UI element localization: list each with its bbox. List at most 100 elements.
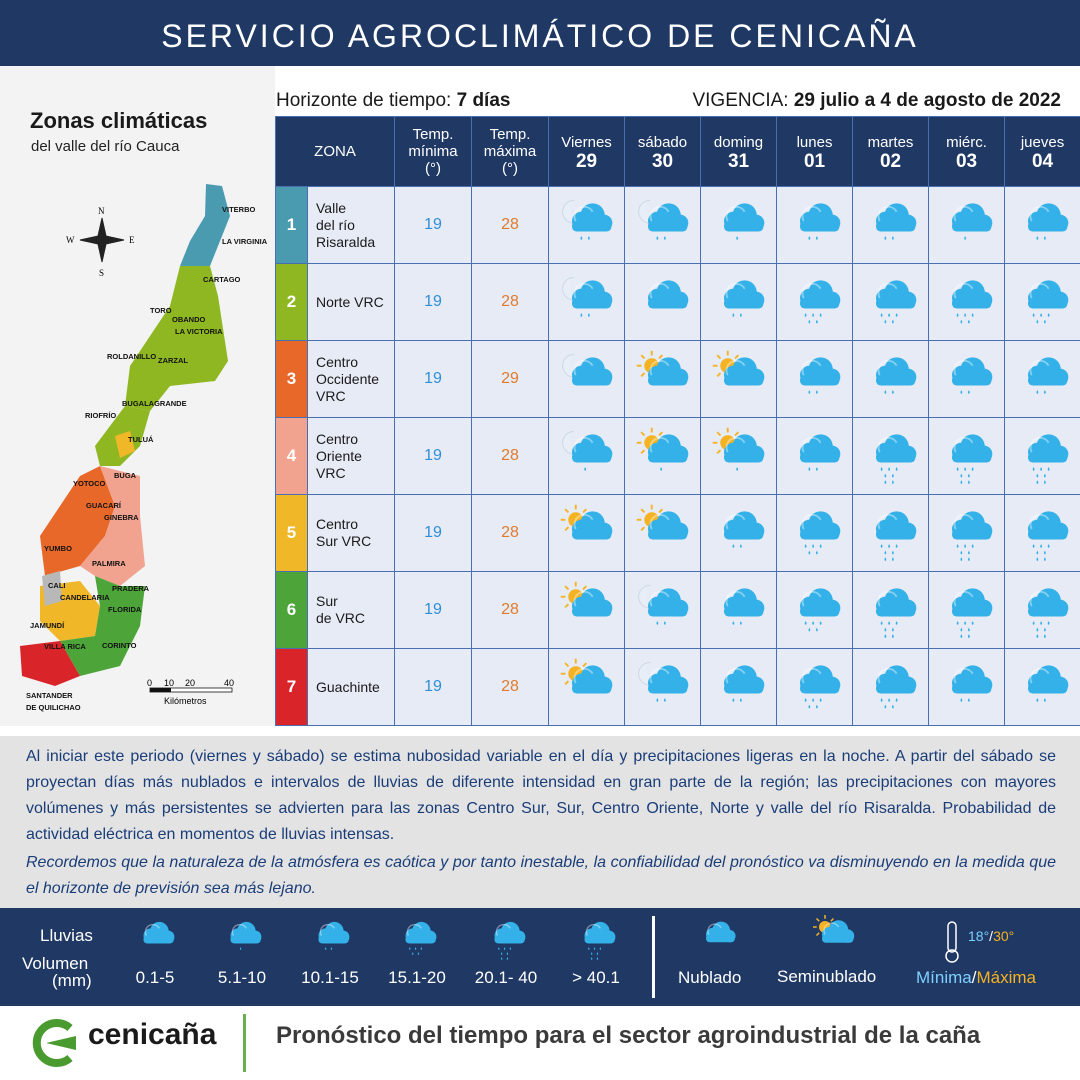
weather-icon xyxy=(723,279,764,317)
forecast-cell xyxy=(776,494,854,572)
town-label: TULUÁ xyxy=(128,435,154,444)
compass-n: N xyxy=(98,206,105,216)
scale-tick: 20 xyxy=(185,678,195,688)
zone-number: 2 xyxy=(275,263,308,341)
weather-icon xyxy=(647,279,688,308)
forecast-cell xyxy=(852,648,930,726)
map-subtitle: del valle del río Cauca xyxy=(31,138,180,155)
forecast-cell xyxy=(1004,263,1080,341)
weather-icon xyxy=(636,427,688,471)
town-label: PRADERA xyxy=(112,584,150,593)
description-main: Al iniciar este periodo (viernes y sábad… xyxy=(26,748,1056,843)
temp-max: 28 xyxy=(471,186,550,264)
rain-level-icon xyxy=(318,921,350,950)
town-label: LA VIRGINIA xyxy=(222,237,268,246)
forecast-cell xyxy=(928,417,1006,495)
zone-2-area xyxy=(125,266,228,411)
forecast-cell xyxy=(776,263,854,341)
map-title: Zonas climáticas xyxy=(30,108,208,133)
compass-w: W xyxy=(66,235,75,245)
compass-e: E xyxy=(129,235,135,245)
legend-cloudy-label: Nublado xyxy=(678,968,742,987)
weather-icon xyxy=(799,433,840,471)
legend-unit-label: (mm) xyxy=(52,971,92,990)
zone-map: N S E W VITERBO LA VIRGINIA CARTAGO TOROOBA… xyxy=(20,184,268,712)
temp-min: 19 xyxy=(394,340,473,418)
rain-level-icon xyxy=(584,921,616,960)
weather-icon xyxy=(875,279,916,323)
legend-divider xyxy=(652,916,655,998)
forecast-cell xyxy=(624,417,702,495)
weather-icon xyxy=(875,433,916,484)
zone-number: 6 xyxy=(275,571,308,649)
day-header-1: sábado 30 xyxy=(624,116,702,187)
town-label: OBANDO xyxy=(172,315,205,324)
town-label: LA VICTORIA xyxy=(175,327,223,336)
day-header-6: jueves 04 xyxy=(1004,116,1080,187)
forecast-cell xyxy=(700,417,778,495)
weather-icon xyxy=(1027,587,1068,638)
forecast-cell xyxy=(776,340,854,418)
legend-minmax: Mínima/Máxima xyxy=(916,968,1036,987)
weather-icon xyxy=(951,587,992,638)
cali-area xyxy=(42,571,62,606)
rain-level-icon xyxy=(143,921,175,944)
day-header-5: miérc. 03 xyxy=(928,116,1006,187)
weather-icon xyxy=(561,275,612,317)
town-label: SANTANDER xyxy=(26,691,73,700)
forecast-cell xyxy=(928,340,1006,418)
forecast-cell xyxy=(700,494,778,572)
town-label: GUACARÍ xyxy=(86,501,122,510)
weather-icon xyxy=(1027,202,1068,240)
table-row: 7 Guachinte 19 28 xyxy=(275,648,1080,726)
forecast-cell xyxy=(928,648,1006,726)
forecast-cell xyxy=(624,494,702,572)
validity-value: 29 julio a 4 de agosto de 2022 xyxy=(793,90,1061,111)
zone-name: Centro Sur VRC xyxy=(306,494,396,572)
forecast-cell xyxy=(700,648,778,726)
table-row: 4 Centro Oriente VRC 19 28 xyxy=(275,417,1080,495)
rain-range-label: 5.1-10 xyxy=(217,968,267,987)
weather-icon xyxy=(799,356,840,394)
zone-name: Valle del río Risaralda xyxy=(306,186,396,264)
zone-header: ZONA xyxy=(274,116,396,187)
zone-name: Guachinte xyxy=(306,648,396,726)
forecast-cell xyxy=(852,340,930,418)
forecast-cell xyxy=(1004,648,1080,726)
weather-icon xyxy=(951,279,992,323)
forecast-cell xyxy=(700,186,778,264)
temp-min: 19 xyxy=(394,494,473,572)
forecast-cell xyxy=(928,494,1006,572)
forecast-cell xyxy=(548,571,626,649)
weather-icon xyxy=(875,510,916,561)
temp-min: 19 xyxy=(394,648,473,726)
brand-name: cenicaña xyxy=(88,1018,217,1051)
weather-icon xyxy=(560,658,612,693)
town-label: FLORIDA xyxy=(108,605,142,614)
weather-icon xyxy=(799,587,840,631)
forecast-cell xyxy=(776,571,854,649)
forecast-cell xyxy=(548,417,626,495)
temp-max: 28 xyxy=(471,494,550,572)
weather-icon xyxy=(723,510,764,548)
table-row: 3 Centro Occidente VRC 19 29 xyxy=(275,340,1080,418)
legend-rain-label: Lluvias xyxy=(40,926,93,945)
town-label: GINEBRA xyxy=(104,513,139,522)
weather-icon xyxy=(951,433,992,484)
weather-icon xyxy=(1027,510,1068,561)
forecast-cell xyxy=(700,571,778,649)
forecast-cell xyxy=(852,263,930,341)
forecast-cell xyxy=(1004,340,1080,418)
weather-icon xyxy=(561,352,612,385)
weather-icon xyxy=(712,427,764,471)
legend-temp-example: 18°/30° xyxy=(968,928,1015,944)
day-header-2: doming 31 xyxy=(700,116,778,187)
forecast-cell xyxy=(624,648,702,726)
weather-icon xyxy=(875,664,916,708)
table-row: 2 Norte VRC 19 28 xyxy=(275,263,1080,341)
weather-icon xyxy=(951,202,992,240)
forecast-cell xyxy=(1004,571,1080,649)
zone-6-area xyxy=(60,576,145,676)
legend-icons xyxy=(143,915,959,963)
footer-slogan: Pronóstico del tiempo para el sector agr… xyxy=(276,1022,981,1049)
